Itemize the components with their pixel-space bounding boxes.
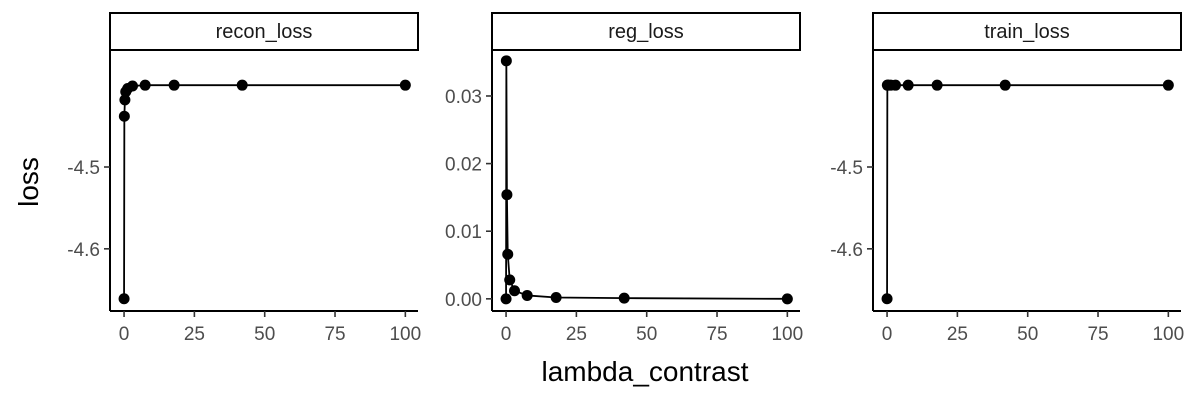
facets-group: recon_loss 0 25 50 75 100 -4.5 -4.6 reg_loss 0 25 5…	[67, 12, 1184, 345]
facet-strip-label: reg_loss	[608, 21, 684, 43]
y-tick-label: -4.5	[67, 158, 100, 179]
y-tick-label: 0.01	[445, 222, 482, 243]
data-point	[1162, 79, 1174, 91]
x-tick-label: 100	[389, 324, 421, 345]
data-point	[500, 55, 512, 67]
x-tick-label: 25	[947, 324, 968, 345]
facet-strip	[872, 12, 1182, 51]
data-point	[618, 292, 630, 304]
x-tick-label: 75	[706, 324, 727, 345]
x-tick-label: 0	[882, 324, 893, 345]
data-point	[399, 79, 411, 91]
y-tick-label: -4.6	[830, 240, 863, 261]
data-point	[127, 80, 139, 92]
facet-strip	[109, 12, 419, 51]
data-point	[902, 79, 914, 91]
data-point	[931, 79, 943, 91]
y-tick-label: -4.6	[67, 240, 100, 261]
facet-strip-label: recon_loss	[216, 21, 313, 43]
facet-panel-reg_loss: reg_loss 0 25 50 75 100 0.00 0.01 0.02 0.03	[445, 12, 803, 345]
data-point	[168, 79, 180, 91]
x-tick-label: 25	[566, 324, 587, 345]
facet-panel-recon_loss: recon_loss 0 25 50 75 100 -4.5 -4.6	[67, 12, 421, 345]
data-point	[504, 274, 516, 286]
data-point	[118, 293, 130, 305]
data-point	[999, 79, 1011, 91]
x-tick-label: 0	[501, 324, 512, 345]
data-point	[501, 189, 513, 201]
x-tick-label: 75	[1087, 324, 1108, 345]
data-point	[550, 291, 562, 303]
data-point	[118, 110, 130, 122]
y-tick-label: 0.00	[445, 290, 482, 311]
facet-strip-label: train_loss	[984, 21, 1070, 43]
x-tick-label: 50	[1017, 324, 1038, 345]
data-point	[500, 293, 512, 305]
data-point	[509, 285, 521, 297]
x-tick-label: 50	[254, 324, 275, 345]
facet-strip	[491, 12, 801, 51]
series-line	[505, 60, 788, 300]
x-tick-label: 100	[771, 324, 803, 345]
data-point	[521, 289, 533, 301]
x-tick-label: 25	[184, 324, 205, 345]
data-point	[502, 248, 514, 260]
x-axis-title: lambda_contrast	[541, 356, 748, 387]
x-tick-label: 50	[636, 324, 657, 345]
x-tick-label: 75	[324, 324, 345, 345]
y-tick-label: 0.02	[445, 155, 482, 176]
x-tick-label: 0	[119, 324, 130, 345]
x-tick-label: 100	[1152, 324, 1184, 345]
data-point	[119, 94, 131, 106]
data-point	[890, 79, 902, 91]
series-line	[123, 84, 406, 299]
data-point	[236, 79, 248, 91]
facet-panel-train_loss: train_loss 0 25 50 75 100 -4.5 -4.6	[830, 12, 1184, 345]
y-tick-label: -4.5	[830, 158, 863, 179]
data-point	[881, 293, 893, 305]
y-tick-label: 0.03	[445, 87, 482, 108]
data-point	[781, 293, 793, 305]
series-line	[886, 84, 1169, 299]
data-point	[139, 79, 151, 91]
y-axis-title: loss	[13, 157, 44, 207]
